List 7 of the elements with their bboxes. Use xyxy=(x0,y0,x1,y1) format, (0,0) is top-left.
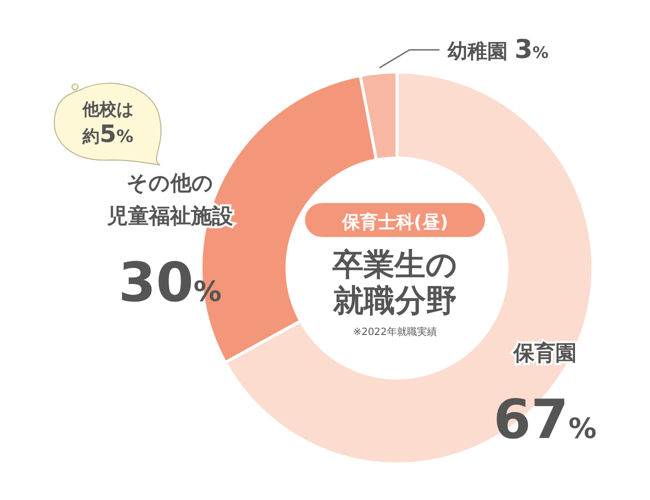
text: ※2022年就職実績 xyxy=(353,326,437,338)
data-label: 3% xyxy=(514,34,549,65)
text: 保育士科(昼) xyxy=(340,211,448,233)
text: 卒業生の就職分野 xyxy=(332,247,458,319)
data-label: 67% xyxy=(493,388,597,451)
slice-label: 幼稚園 xyxy=(447,38,514,63)
text: 他校は約5% xyxy=(82,100,134,148)
